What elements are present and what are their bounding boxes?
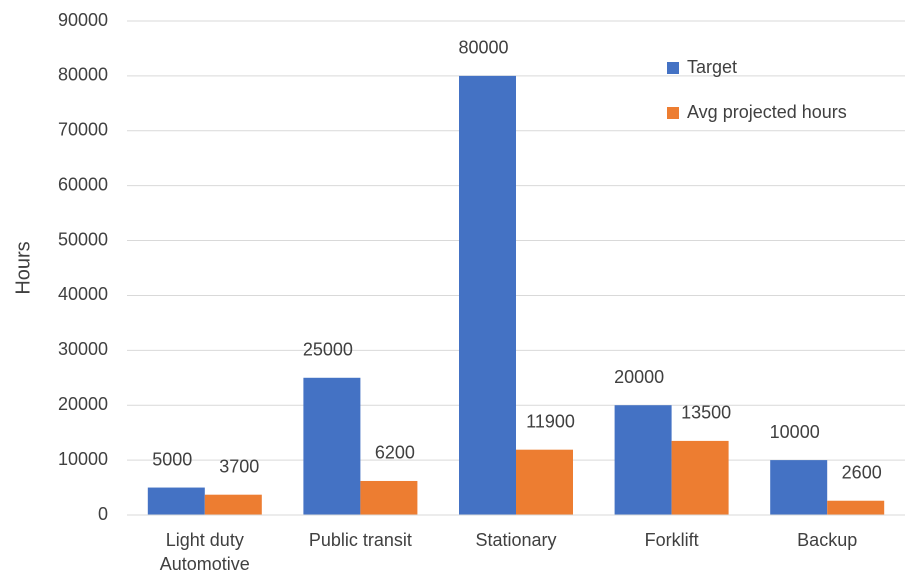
data-label: 2600 xyxy=(842,462,882,482)
y-tick-label: 20000 xyxy=(58,394,108,414)
bar xyxy=(516,449,573,515)
x-tick-label: Public transit xyxy=(309,530,412,550)
y-tick-label: 0 xyxy=(98,504,108,524)
y-tick-label: 40000 xyxy=(58,284,108,304)
x-tick-label: Stationary xyxy=(475,530,556,550)
data-label: 20000 xyxy=(614,367,664,387)
data-label: 6200 xyxy=(375,443,415,463)
data-label: 80000 xyxy=(458,38,508,58)
y-tick-label: 30000 xyxy=(58,339,108,359)
bar xyxy=(360,480,418,515)
x-tick-label-line: Stationary xyxy=(475,530,556,550)
x-tick-label-line: Automotive xyxy=(160,554,250,574)
legend-label: Avg projected hours xyxy=(687,102,847,122)
x-tick-label: Backup xyxy=(797,530,857,550)
y-tick-label: 60000 xyxy=(58,174,108,194)
y-tick-label: 70000 xyxy=(58,120,108,140)
data-label: 3700 xyxy=(219,456,259,476)
data-label: 25000 xyxy=(303,340,353,360)
legend-swatch xyxy=(667,62,679,74)
data-label: 13500 xyxy=(681,403,731,423)
y-axis-label: Hours xyxy=(12,241,34,294)
x-tick-label-line: Public transit xyxy=(309,530,412,550)
bar xyxy=(671,440,729,515)
bar xyxy=(459,75,516,515)
legend-label: Target xyxy=(687,57,737,77)
y-tick-label: 90000 xyxy=(58,10,108,30)
x-tick-label-line: Light duty xyxy=(166,530,244,550)
bar xyxy=(827,500,885,515)
bar xyxy=(147,487,205,515)
y-tick-label: 50000 xyxy=(58,229,108,249)
y-tick-label: 80000 xyxy=(58,65,108,85)
bar xyxy=(614,405,672,515)
x-tick-label: Light duty Automotive xyxy=(160,530,250,574)
bar xyxy=(303,377,361,515)
x-tick-label-line: Backup xyxy=(797,530,857,550)
y-tick-label: 10000 xyxy=(58,449,108,469)
data-label: 5000 xyxy=(152,449,192,469)
x-tick-label: Forklift xyxy=(645,530,699,550)
data-label: 11900 xyxy=(526,411,575,431)
x-tick-label-line: Forklift xyxy=(645,530,699,550)
bar xyxy=(204,494,262,515)
data-label: 10000 xyxy=(770,422,820,442)
bar xyxy=(770,460,828,515)
legend-swatch xyxy=(667,107,679,119)
